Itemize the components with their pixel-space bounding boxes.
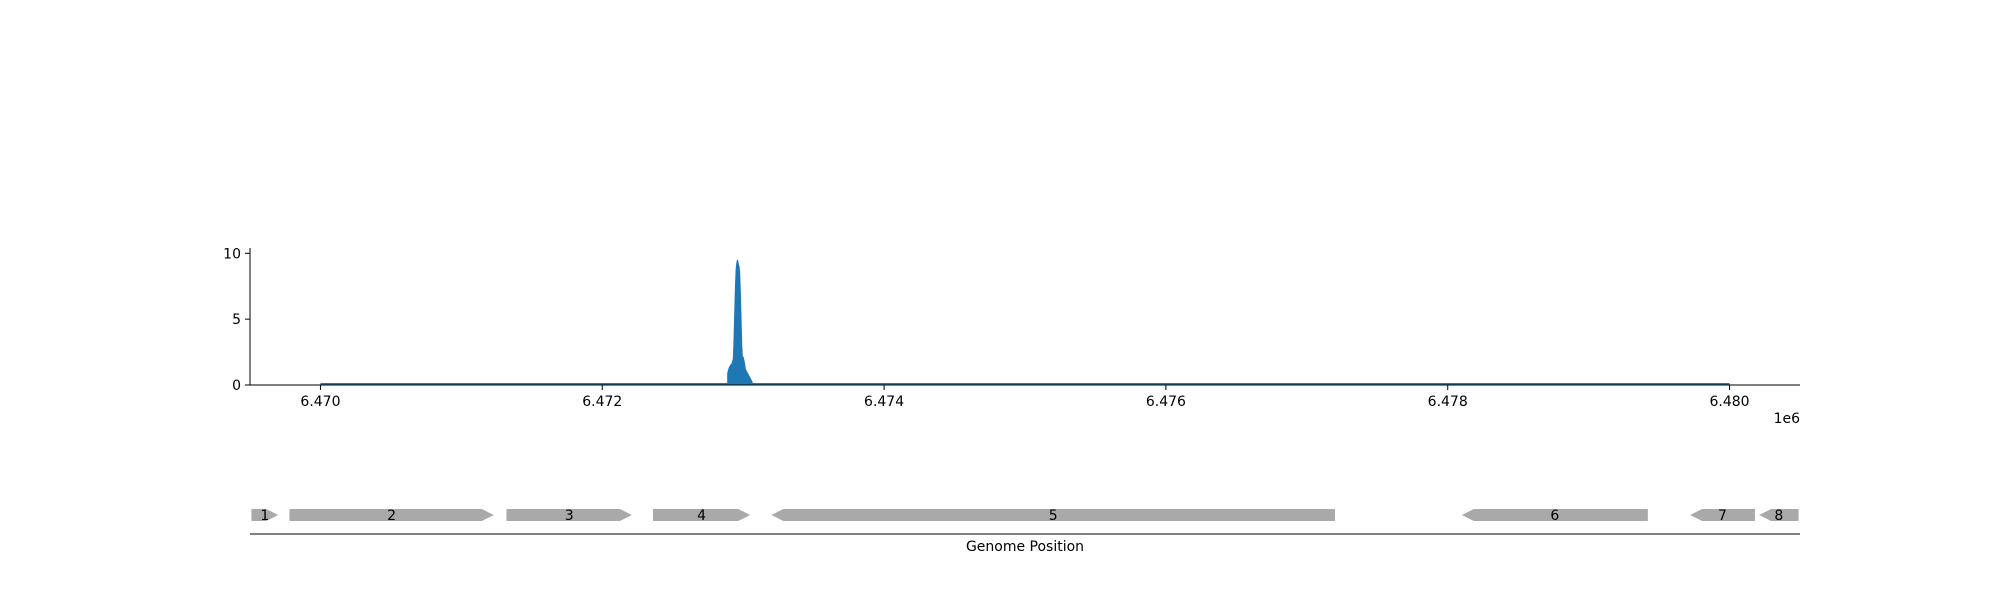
gene-arrow-5 [771, 509, 1335, 521]
y-axis-ticks: 0 5 10 [223, 246, 250, 394]
x-tick-label: 6.476 [1146, 394, 1186, 410]
x-tick-label: 6.470 [300, 394, 340, 410]
gene-arrow-1 [251, 509, 279, 521]
gene-map-panel: 1 2 3 4 5 6 7 8 Genome Position [250, 508, 1800, 555]
gene-label-3: 3 [565, 508, 574, 524]
x-tick-label: 6.474 [864, 394, 904, 410]
x-tick-label: 6.478 [1428, 394, 1468, 410]
gene-label-5: 5 [1049, 508, 1058, 524]
gene-arrow-6 [1461, 509, 1648, 521]
gene-label-4: 4 [697, 508, 706, 524]
gene-label-7: 7 [1718, 508, 1727, 524]
x-tick-label: 6.472 [582, 394, 622, 410]
gene-arrow-7 [1690, 509, 1755, 521]
y-tick-label: 0 [232, 378, 241, 394]
gene-label-8: 8 [1774, 508, 1783, 524]
gene-map-x-axis-label: Genome Position [966, 539, 1084, 555]
coverage-panel: 6.470 6.472 6.474 6.476 6.478 6.480 0 5 10 1e6 [223, 246, 1800, 427]
x-tick-label: 6.480 [1709, 394, 1749, 410]
gene-arrow-4 [653, 509, 751, 521]
coverage-area [727, 259, 754, 386]
x-axis-ticks: 6.470 6.472 6.474 6.476 6.478 6.480 [300, 385, 1750, 410]
y-tick-label: 10 [223, 246, 241, 262]
gene-arrow-2 [289, 509, 494, 521]
gene-arrow-8 [1759, 509, 1799, 521]
coverage-series-0 [727, 259, 754, 386]
x-axis-offset-label: 1e6 [1774, 411, 1801, 427]
y-tick-label: 5 [232, 312, 241, 328]
gene-arrow-3 [506, 509, 632, 521]
gene-label-2: 2 [387, 508, 396, 524]
gene-label-1: 1 [260, 508, 269, 524]
gene-arrows: 1 2 3 4 5 6 7 8 [251, 508, 1799, 524]
gene-label-6: 6 [1550, 508, 1559, 524]
